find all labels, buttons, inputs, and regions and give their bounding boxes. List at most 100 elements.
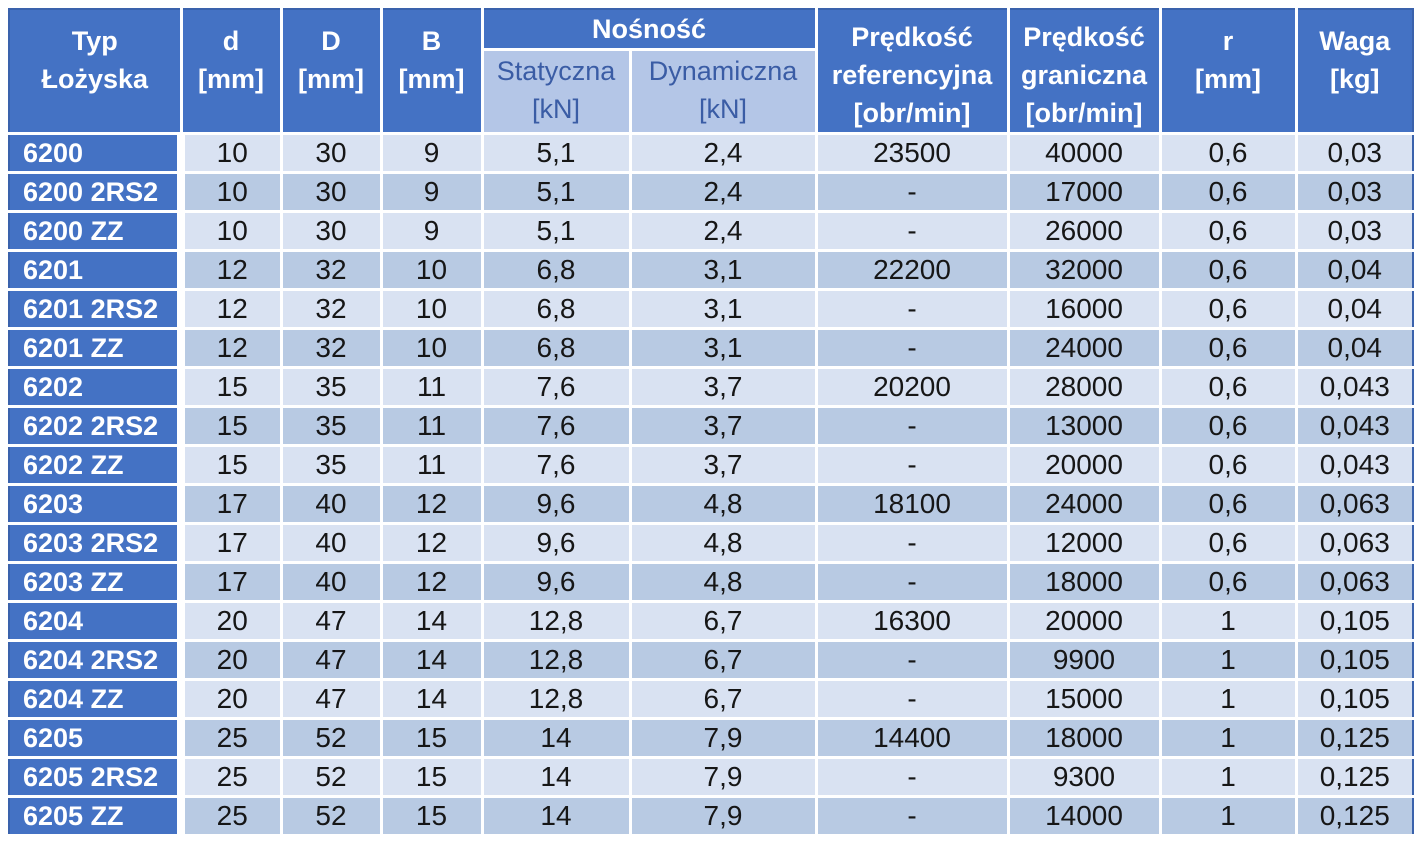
cell-waga-kg: 0,125 bbox=[1294, 756, 1414, 798]
cell-bearing-type: 6205 bbox=[8, 717, 185, 759]
cell-d-mm: 10 bbox=[179, 171, 283, 213]
cell-bearing-type: 6205 ZZ bbox=[8, 795, 185, 837]
header-predkosc-gran-line3: [obr/min] bbox=[1025, 98, 1143, 128]
cell-predkosc-referencyjna: - bbox=[814, 444, 1010, 486]
cell-B-mm: 10 bbox=[379, 288, 484, 330]
cell-r-mm: 0,6 bbox=[1158, 444, 1298, 486]
cell-predkosc-referencyjna: - bbox=[814, 522, 1010, 564]
cell-bearing-type: 6200 2RS2 bbox=[8, 171, 185, 213]
cell-bearing-type: 6205 2RS2 bbox=[8, 756, 185, 798]
cell-waga-kg: 0,105 bbox=[1294, 678, 1414, 720]
cell-predkosc-referencyjna: - bbox=[814, 678, 1010, 720]
header-predkosc-ref-line1: Prędkość bbox=[851, 22, 973, 52]
cell-waga-kg: 0,125 bbox=[1294, 717, 1414, 759]
cell-predkosc-referencyjna: - bbox=[814, 639, 1010, 681]
cell-nosnosc-statyczna: 7,6 bbox=[480, 366, 632, 408]
cell-B-mm: 12 bbox=[379, 522, 484, 564]
table-row: 6205 ZZ 25 52 15 14 7,9 - 14000 1 0,125 bbox=[8, 795, 1414, 837]
cell-D-mm: 35 bbox=[279, 444, 383, 486]
cell-predkosc-graniczna: 16000 bbox=[1006, 288, 1162, 330]
cell-r-mm: 1 bbox=[1158, 795, 1298, 837]
cell-d-mm: 17 bbox=[179, 522, 283, 564]
cell-r-mm: 1 bbox=[1158, 678, 1298, 720]
cell-nosnosc-dynamiczna: 4,8 bbox=[628, 561, 818, 603]
cell-r-mm: 0,6 bbox=[1158, 327, 1298, 369]
header-dynamiczna-line2: [kN] bbox=[698, 93, 747, 124]
cell-predkosc-graniczna: 18000 bbox=[1006, 561, 1162, 603]
cell-D-mm: 32 bbox=[279, 327, 383, 369]
header-typ-line1: Typ bbox=[71, 26, 118, 56]
table-row: 6201 12 32 10 6,8 3,1 22200 32000 0,6 0,… bbox=[8, 249, 1414, 291]
table-row: 6204 20 47 14 12,8 6,7 16300 20000 1 0,1… bbox=[8, 600, 1414, 642]
cell-predkosc-graniczna: 18000 bbox=[1006, 717, 1162, 759]
cell-waga-kg: 0,063 bbox=[1294, 483, 1414, 525]
cell-nosnosc-dynamiczna: 6,7 bbox=[628, 678, 818, 720]
cell-bearing-type: 6202 2RS2 bbox=[8, 405, 185, 447]
cell-nosnosc-dynamiczna: 6,7 bbox=[628, 600, 818, 642]
cell-nosnosc-statyczna: 6,8 bbox=[480, 288, 632, 330]
cell-predkosc-graniczna: 20000 bbox=[1006, 600, 1162, 642]
cell-predkosc-referencyjna: 22200 bbox=[814, 249, 1010, 291]
cell-B-mm: 11 bbox=[379, 366, 484, 408]
cell-waga-kg: 0,03 bbox=[1294, 171, 1414, 213]
header-r: r [mm] bbox=[1158, 8, 1298, 135]
cell-B-mm: 9 bbox=[379, 171, 484, 213]
cell-bearing-type: 6202 ZZ bbox=[8, 444, 185, 486]
cell-D-mm: 35 bbox=[279, 405, 383, 447]
header-r-line1: r bbox=[1222, 26, 1234, 56]
cell-predkosc-graniczna: 24000 bbox=[1006, 483, 1162, 525]
cell-d-mm: 25 bbox=[179, 717, 283, 759]
cell-bearing-type: 6201 2RS2 bbox=[8, 288, 185, 330]
cell-r-mm: 0,6 bbox=[1158, 405, 1298, 447]
header-B-line1: B bbox=[421, 26, 442, 56]
cell-bearing-type: 6203 2RS2 bbox=[8, 522, 185, 564]
cell-d-mm: 25 bbox=[179, 756, 283, 798]
cell-r-mm: 0,6 bbox=[1158, 249, 1298, 291]
cell-B-mm: 10 bbox=[379, 327, 484, 369]
cell-r-mm: 0,6 bbox=[1158, 288, 1298, 330]
cell-nosnosc-dynamiczna: 3,1 bbox=[628, 327, 818, 369]
cell-r-mm: 0,6 bbox=[1158, 483, 1298, 525]
table-row: 6205 2RS2 25 52 15 14 7,9 - 9300 1 0,125 bbox=[8, 756, 1414, 798]
cell-d-mm: 17 bbox=[179, 483, 283, 525]
table-row: 6203 2RS2 17 40 12 9,6 4,8 - 12000 0,6 0… bbox=[8, 522, 1414, 564]
cell-B-mm: 9 bbox=[379, 210, 484, 252]
cell-r-mm: 0,6 bbox=[1158, 132, 1298, 174]
cell-B-mm: 14 bbox=[379, 639, 484, 681]
cell-nosnosc-dynamiczna: 3,1 bbox=[628, 288, 818, 330]
cell-nosnosc-dynamiczna: 6,7 bbox=[628, 639, 818, 681]
cell-d-mm: 15 bbox=[179, 405, 283, 447]
cell-r-mm: 0,6 bbox=[1158, 522, 1298, 564]
header-typ-line2: Łożyska bbox=[41, 64, 149, 94]
cell-predkosc-referencyjna: - bbox=[814, 561, 1010, 603]
header-d-line1: d bbox=[222, 26, 240, 56]
header-d-line2: [mm] bbox=[198, 64, 264, 94]
cell-predkosc-graniczna: 24000 bbox=[1006, 327, 1162, 369]
cell-nosnosc-dynamiczna: 7,9 bbox=[628, 717, 818, 759]
cell-nosnosc-statyczna: 12,8 bbox=[480, 600, 632, 642]
cell-predkosc-graniczna: 15000 bbox=[1006, 678, 1162, 720]
cell-predkosc-referencyjna: 23500 bbox=[814, 132, 1010, 174]
table-row: 6203 ZZ 17 40 12 9,6 4,8 - 18000 0,6 0,0… bbox=[8, 561, 1414, 603]
cell-waga-kg: 0,063 bbox=[1294, 561, 1414, 603]
cell-r-mm: 0,6 bbox=[1158, 171, 1298, 213]
header-B-line2: [mm] bbox=[398, 64, 465, 94]
table-header: Typ Łożyska d [mm] D [mm] B [mm] Nośność… bbox=[8, 7, 1414, 136]
cell-predkosc-referencyjna: 14400 bbox=[814, 717, 1010, 759]
header-dynamiczna-line1: Dynamiczna bbox=[648, 55, 798, 86]
header-waga-line2: [kg] bbox=[1330, 64, 1380, 94]
cell-nosnosc-statyczna: 12,8 bbox=[480, 639, 632, 681]
cell-d-mm: 12 bbox=[179, 288, 283, 330]
cell-d-mm: 12 bbox=[179, 327, 283, 369]
header-D-line2: [mm] bbox=[298, 64, 364, 94]
cell-B-mm: 11 bbox=[379, 405, 484, 447]
cell-predkosc-referencyjna: - bbox=[814, 756, 1010, 798]
cell-predkosc-referencyjna: 20200 bbox=[814, 366, 1010, 408]
header-nosnosc-dynamiczna: Dynamiczna [kN] bbox=[628, 47, 818, 136]
cell-waga-kg: 0,03 bbox=[1294, 210, 1414, 252]
header-statyczna-line2: [kN] bbox=[531, 93, 580, 124]
cell-waga-kg: 0,105 bbox=[1294, 600, 1414, 642]
cell-D-mm: 40 bbox=[279, 483, 383, 525]
cell-nosnosc-dynamiczna: 2,4 bbox=[628, 210, 818, 252]
bearing-table-body: 6200 10 30 9 5,1 2,4 23500 40000 0,6 0,0… bbox=[8, 132, 1414, 837]
